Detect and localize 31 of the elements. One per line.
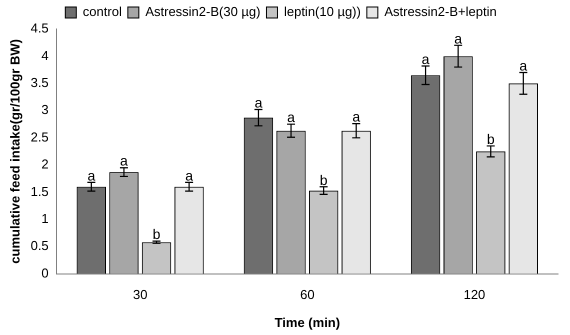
x-tick-label: 60 — [300, 287, 315, 302]
y-tick-label: 3.5 — [30, 74, 49, 90]
x-axis-title: Time (min) — [274, 314, 340, 330]
annotation: a — [287, 109, 296, 126]
annotation: b — [152, 226, 161, 242]
annotation: a — [352, 108, 360, 125]
y-tick-label: 1 — [41, 210, 49, 226]
x-tick-label: 120 — [464, 287, 486, 302]
y-tick-label: 0.5 — [30, 238, 49, 254]
y-tick-label: 2.5 — [30, 129, 49, 144]
y-tick-label: 0 — [41, 265, 49, 280]
annotation: a — [254, 94, 263, 111]
annotation: b — [486, 130, 495, 147]
annotation: a — [454, 30, 462, 46]
annotation: a — [519, 58, 528, 74]
y-tick-label: 1.5 — [30, 184, 49, 199]
y-tick-label: 4.5 — [30, 20, 49, 36]
annotation: a — [422, 50, 430, 67]
annotation: a — [185, 167, 194, 184]
y-axis-title: cumulative feed intake(gr/100gr BW) — [7, 39, 22, 264]
x-tick-label: 30 — [132, 287, 148, 302]
legend-label: control — [82, 4, 122, 20]
annotation: a — [120, 152, 128, 169]
y-tick-label: 4 — [41, 48, 49, 63]
annotation: b — [320, 172, 328, 188]
annotation: a — [87, 167, 96, 184]
y-tick-label: 3 — [41, 102, 49, 118]
y-tick-label: 2 — [41, 156, 49, 172]
legend-label: Astressin2-B(30 µg) — [145, 4, 260, 20]
legend-label: Astressin2-B+leptin — [384, 4, 497, 20]
legend-label: leptin(10 µg)) — [284, 4, 361, 20]
